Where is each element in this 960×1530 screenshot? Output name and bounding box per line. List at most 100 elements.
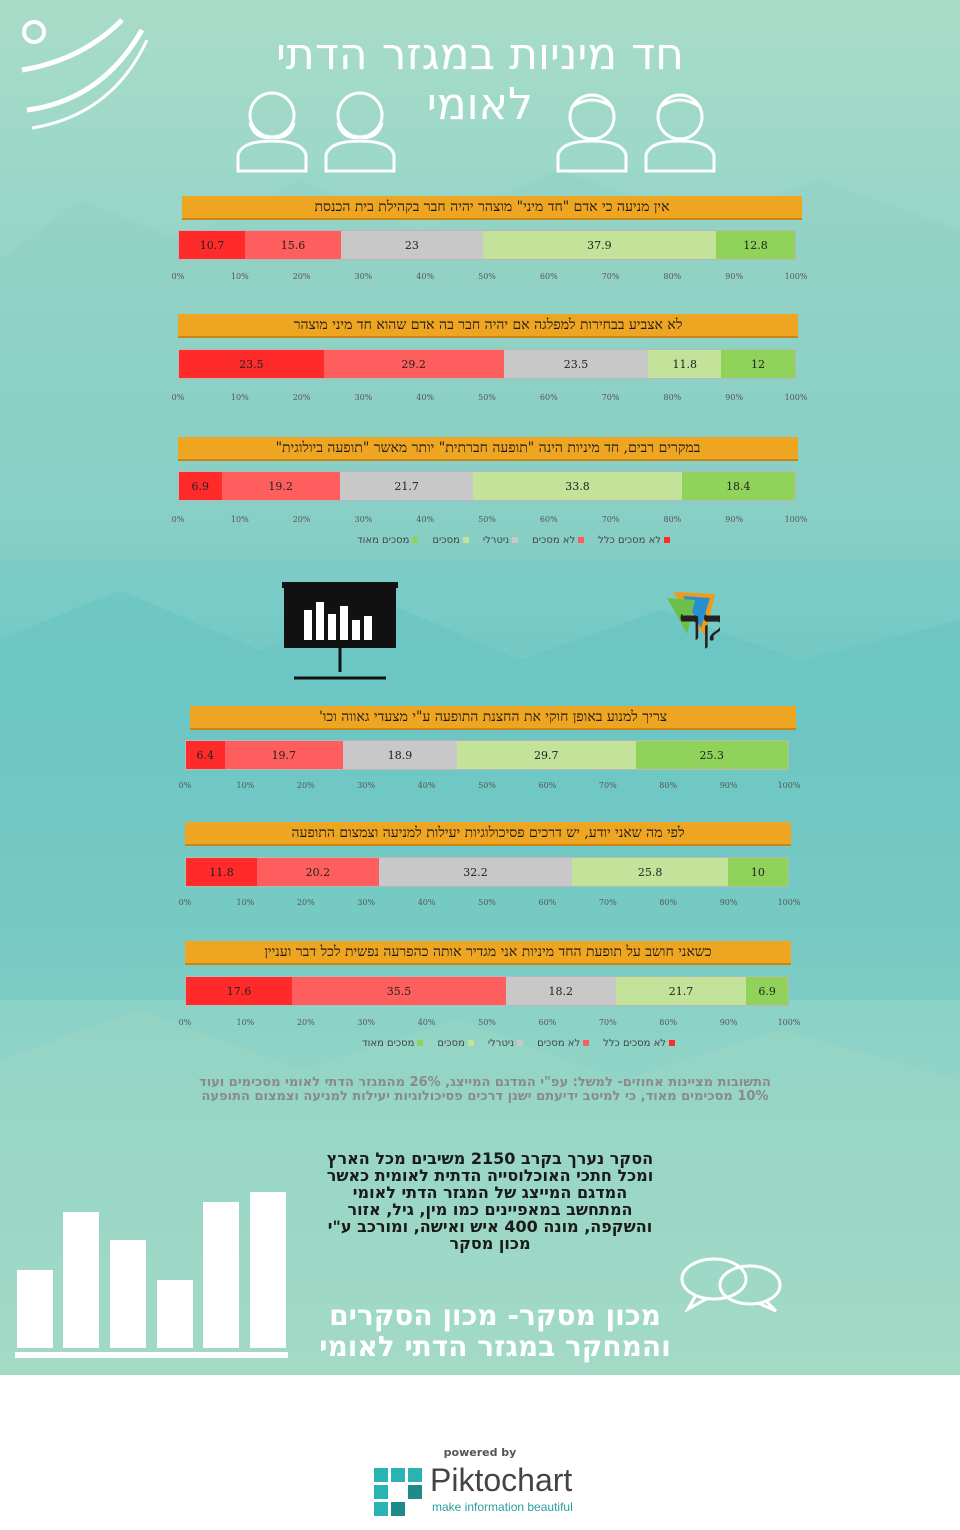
x-axis: 0% 10% 20% 30% 40% 50% 60% 70% 80% 90% 100%	[172, 393, 808, 405]
chart-title: אין מניעה כי אדם "חד מיני" מוצהר יהיה חב…	[182, 196, 802, 220]
piktochart-name[interactable]: Piktochart	[430, 1462, 573, 1498]
stacked-bar: 6.9 19.2 21.7 33.8 18.4	[178, 471, 796, 501]
legend-item-agree: מסכים	[437, 1036, 474, 1050]
svg-text:מסקר: מסקר	[680, 600, 720, 651]
stacked-bar: 23.5 29.2 23.5 11.8 12	[178, 349, 796, 379]
women-icon	[236, 91, 396, 173]
segment-disagree: 20.2	[257, 858, 379, 886]
x-tick-label: 70%	[598, 1018, 617, 1027]
segment-neutral: 18.2	[505, 977, 616, 1005]
x-tick-label: 30%	[354, 515, 373, 524]
segment-disagree: 15.6	[244, 231, 341, 259]
x-tick-label: 40%	[417, 1018, 436, 1027]
page-title: חד מיניות במגזר הדתי	[276, 29, 684, 80]
x-tick-label: 0%	[178, 898, 192, 907]
x-tick-label: 20%	[296, 781, 315, 790]
institute-title-line1: מכון מסקר- מכון הסקרים	[329, 1299, 661, 1332]
x-tick-label: 80%	[663, 515, 682, 524]
x-tick-label: 90%	[719, 898, 738, 907]
segment-neutral: 18.9	[343, 741, 457, 769]
legend-bottom: לא מסכים כלל לא מסכים ניטרלי מסכים מסכים…	[305, 1036, 675, 1050]
x-tick-label: 10%	[236, 898, 255, 907]
x-tick-label: 80%	[663, 272, 682, 281]
x-tick-label: 20%	[292, 515, 311, 524]
x-tick-label: 100%	[784, 272, 808, 281]
legend-item-strongly-agree: מסכים מאוד	[357, 533, 419, 547]
x-tick-label: 10%	[236, 1018, 255, 1027]
x-tick-label: 60%	[538, 1018, 557, 1027]
segment-strongly-disagree: 17.6	[186, 977, 293, 1005]
x-tick-label: 50%	[478, 898, 496, 907]
survey-description: הסקר נערך בקרב 2150 משיבים מכל הארץ ומכל…	[326, 1149, 654, 1253]
men-icon	[556, 93, 716, 173]
x-tick-label: 10%	[230, 515, 249, 524]
x-tick-label: 10%	[230, 393, 249, 402]
stacked-bar: 11.8 20.2 32.2 25.8 10	[185, 857, 789, 887]
x-tick-label: 20%	[296, 1018, 315, 1027]
x-tick-label: 10%	[236, 781, 255, 790]
segment-strongly-disagree: 11.8	[186, 858, 258, 886]
x-tick-label: 80%	[659, 898, 678, 907]
segment-strongly-agree: 12	[721, 350, 795, 378]
legend-item-neutral: ניטרלי	[483, 533, 519, 547]
segment-strongly-disagree: 10.7	[179, 231, 245, 259]
legend-item-agree: מסכים	[432, 533, 469, 547]
x-tick-label: 40%	[417, 781, 436, 790]
segment-neutral: 23.5	[503, 350, 649, 378]
segment-agree: 29.7	[456, 741, 636, 769]
x-tick-label: 30%	[357, 781, 376, 790]
legend-item-strongly-agree: מסכים מאוד	[362, 1036, 424, 1050]
segment-agree: 11.8	[648, 350, 722, 378]
x-tick-label: 100%	[784, 515, 808, 524]
chart-title: במקרים רבים, חד מיניות הינה "תופעה חברתי…	[178, 437, 798, 461]
bar-chart-decoration-icon	[15, 1192, 288, 1358]
legend-item-neutral: ניטרלי	[488, 1036, 524, 1050]
legend-item-disagree: לא מסכים	[537, 1036, 590, 1050]
x-tick-label: 30%	[357, 898, 376, 907]
segment-agree: 33.8	[473, 472, 682, 500]
x-tick-label: 0%	[178, 781, 192, 790]
segment-agree: 25.8	[572, 858, 728, 886]
segment-disagree: 19.2	[221, 472, 340, 500]
segment-agree: 21.7	[615, 977, 747, 1005]
x-tick-label: 80%	[659, 1018, 678, 1027]
x-tick-label: 70%	[601, 515, 620, 524]
x-tick-label: 30%	[357, 1018, 376, 1027]
x-tick-label: 20%	[296, 898, 315, 907]
x-tick-label: 50%	[478, 781, 496, 790]
legend-item-strongly-disagree: לא מסכים כלל	[598, 533, 670, 547]
x-tick-label: 50%	[478, 393, 496, 402]
x-tick-label: 100%	[777, 898, 801, 907]
institute-title-line2: והמחקר במגזר הדתי לאומי	[319, 1330, 671, 1363]
x-tick-label: 70%	[598, 781, 617, 790]
x-tick-label: 70%	[601, 272, 620, 281]
chart-title: לפי מה שאני יודע, יש דרכים פסיכולוגיות י…	[185, 822, 791, 846]
legend-item-disagree: לא מסכים	[532, 533, 585, 547]
x-tick-label: 90%	[725, 393, 744, 402]
segment-strongly-disagree: 6.9	[179, 472, 222, 500]
x-tick-label: 90%	[719, 1018, 738, 1027]
x-tick-label: 90%	[719, 781, 738, 790]
segment-strongly-agree: 6.9	[746, 977, 788, 1005]
x-tick-label: 100%	[784, 393, 808, 402]
segment-strongly-agree: 12.8	[716, 231, 795, 259]
legend-item-strongly-disagree: לא מסכים כלל	[603, 1036, 675, 1050]
segment-neutral: 21.7	[339, 472, 474, 500]
legend-top: לא מסכים כלל לא מסכים ניטרלי מסכים מסכים…	[300, 533, 670, 547]
stacked-bar: 17.6 35.5 18.2 21.7 6.9	[185, 976, 789, 1006]
x-tick-label: 100%	[777, 781, 801, 790]
x-axis: 0% 10% 20% 30% 40% 50% 60% 70% 80% 90% 100%	[179, 1018, 801, 1030]
x-tick-label: 60%	[538, 898, 557, 907]
x-tick-label: 50%	[478, 1018, 496, 1027]
x-tick-label: 30%	[354, 393, 373, 402]
x-tick-label: 0%	[171, 272, 185, 281]
x-tick-label: 60%	[539, 272, 558, 281]
x-tick-label: 0%	[178, 1018, 192, 1027]
chart-title: צריך למנוע באופן חוקי את החצנת התופעה ע"…	[190, 706, 796, 730]
x-tick-label: 20%	[292, 272, 311, 281]
x-tick-label: 80%	[659, 781, 678, 790]
x-tick-label: 70%	[601, 393, 620, 402]
powered-by-label: powered by	[443, 1446, 517, 1459]
segment-disagree: 35.5	[292, 977, 506, 1005]
x-tick-label: 60%	[539, 393, 558, 402]
